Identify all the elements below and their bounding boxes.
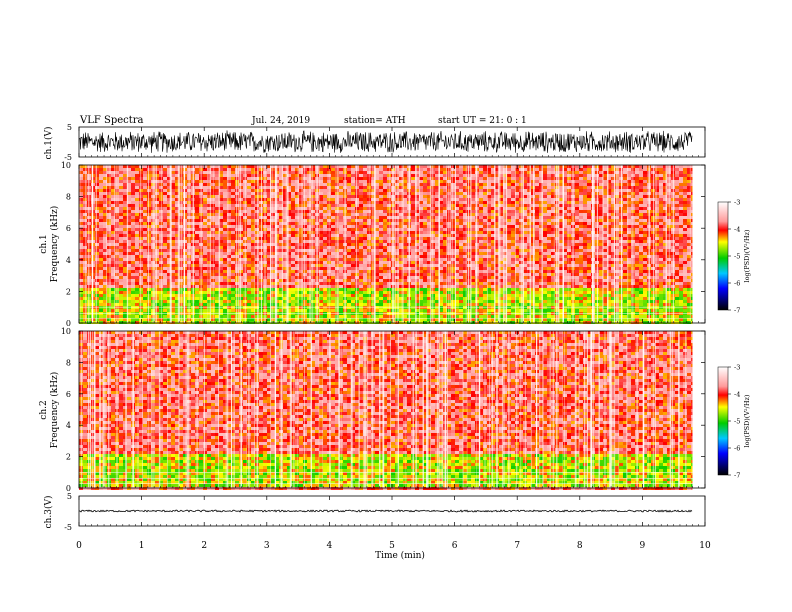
ch1-ytick-label: 0 (66, 319, 71, 328)
colorbar-tick-label: -6 (734, 445, 740, 453)
time-axis-label: Time (min) (375, 550, 425, 561)
ch2-ytick-label: 8 (66, 358, 71, 367)
ch2-ytick-label: 10 (61, 327, 71, 336)
ch2-colorbar-label: log(PSD)(V²/Hz) (743, 394, 751, 447)
ch1-colorbar: -3 -4 -5 -6 -7 log(PSD)(V²/Hz) (717, 199, 751, 315)
ch3-waveform-panel: 5 -5 ch.3(V) (43, 492, 706, 532)
ch2-spectrogram-panel: 10 8 6 4 2 0 ch.2 Frequency (kHz) (39, 327, 706, 493)
ch1-spectrogram-ylabel: Frequency (kHz) (49, 206, 60, 283)
time-axis-tick-labels: 0 1 2 3 4 5 6 7 8 9 10 (76, 541, 711, 551)
time-tick-label: 9 (640, 541, 646, 551)
ch1-waveform-panel: 5 -5 ch.1(V) (43, 123, 706, 162)
ch2-ytick-label: 2 (66, 453, 71, 462)
colorbar-tick-label: -6 (734, 280, 740, 288)
ch1-colorbar-scale (717, 201, 729, 311)
ch2-spectrogram-channel-label: ch.2 (39, 400, 49, 419)
colorbar-tick-label: -7 (734, 472, 740, 480)
colorbar-tick-label: -4 (734, 226, 740, 234)
figure-title: VLF Spectra (79, 115, 144, 126)
start-time-label: start UT = 21: 0 : 1 (438, 116, 527, 126)
ch1-spectrogram-image (79, 165, 693, 324)
figure-header: VLF Spectra Jul. 24, 2019 station= ATH s… (79, 115, 527, 126)
ch1-ytick-bottom: -5 (64, 153, 72, 162)
colorbar-tick-label: -3 (734, 364, 740, 372)
ch3-waveform-ylabel: ch.3(V) (43, 496, 54, 529)
ch1-spectrogram-channel-label: ch.1 (39, 234, 49, 253)
ch1-waveform-trace (78, 130, 693, 153)
colorbar-tick-label: -3 (734, 199, 740, 207)
ch1-ytick-label: 4 (66, 256, 71, 265)
ch2-colorbar-scale (717, 366, 729, 476)
time-tick-label: 7 (514, 541, 520, 551)
ch2-ytick-label: 4 (66, 421, 71, 430)
ch1-ytick-label: 8 (66, 193, 71, 202)
time-axis-ticks (78, 127, 706, 526)
ch3-waveform-trace (78, 509, 693, 513)
ch2-ytick-label: 0 (66, 484, 71, 493)
time-tick-label: 4 (327, 541, 333, 551)
ch2-ytick-label: 6 (66, 390, 71, 399)
time-tick-label: 3 (264, 541, 270, 551)
time-tick-label: 1 (139, 541, 145, 551)
time-tick-label: 10 (699, 541, 711, 551)
ch1-ytick-label: 2 (66, 287, 71, 296)
ch1-ytick-top: 5 (67, 123, 72, 132)
ch2-spectrogram-image (79, 331, 693, 490)
time-tick-label: 8 (577, 541, 583, 551)
time-tick-label: 6 (452, 541, 458, 551)
time-tick-label: 0 (76, 541, 82, 551)
ch3-ytick-bottom: -5 (64, 523, 72, 532)
colorbar-tick-label: -5 (734, 253, 740, 261)
colorbar-tick-label: -5 (734, 418, 740, 426)
colorbar-tick-label: -7 (734, 307, 740, 315)
ch1-colorbar-label: log(PSD)(V²/Hz) (743, 229, 751, 282)
time-tick-label: 2 (201, 541, 207, 551)
ch1-spectrogram-panel: 10 8 6 4 2 0 ch.1 Frequency (kHz) (39, 161, 706, 328)
date-label: Jul. 24, 2019 (251, 116, 310, 126)
ch1-waveform-ylabel: ch.1(V) (43, 127, 54, 160)
ch2-colorbar: -3 -4 -5 -6 -7 log(PSD)(V²/Hz) (717, 364, 751, 480)
ch3-ytick-top: 5 (67, 492, 72, 501)
colorbar-tick-label: -4 (734, 391, 740, 399)
station-label: station= ATH (344, 116, 406, 126)
time-tick-label: 5 (389, 541, 395, 551)
ch2-spectrogram-ylabel: Frequency (kHz) (49, 372, 60, 449)
ch1-ytick-label: 6 (66, 224, 71, 233)
ch1-ytick-label: 10 (61, 161, 71, 170)
